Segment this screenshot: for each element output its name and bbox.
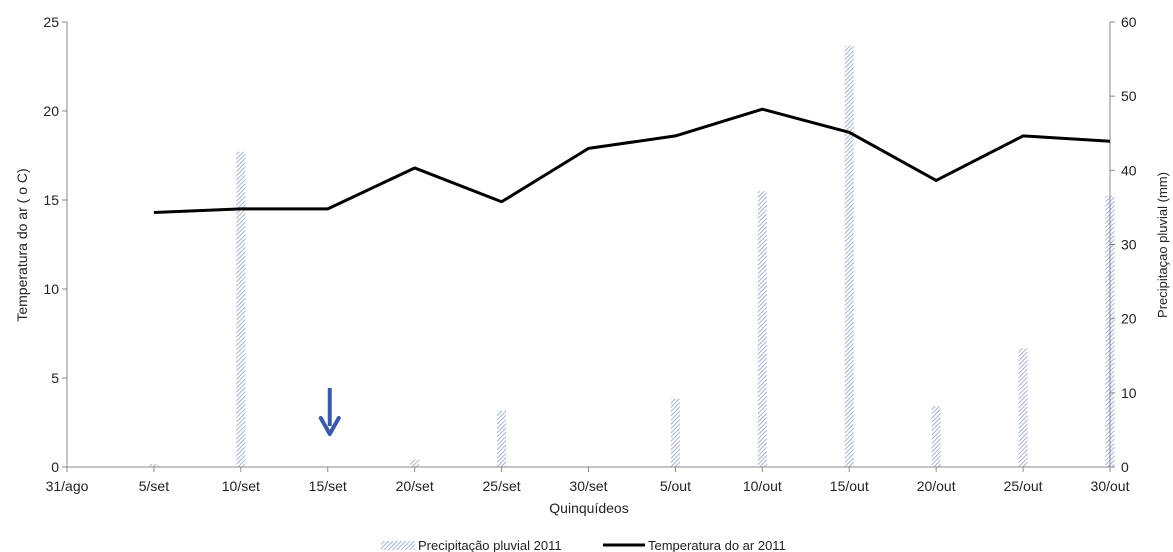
left-y-tick-label: 20 — [43, 103, 59, 119]
arrow-annotation — [318, 388, 341, 436]
legend: Precipitação pluvial 2011 Temperatura do… — [381, 538, 786, 552]
x-tick-label: 25/out — [1004, 478, 1043, 494]
x-tick-label: 15/set — [309, 478, 347, 494]
precipitation-bar — [670, 398, 680, 467]
x-tick-label: 10/set — [222, 478, 260, 494]
x-tick-label: 10/out — [743, 478, 782, 494]
left-y-tick-labels: 0 5 10 15 20 25 — [43, 14, 59, 475]
left-y-tick-label: 15 — [43, 192, 59, 208]
right-y-tick-label: 10 — [1121, 385, 1137, 401]
x-tick-label: 15/out — [830, 478, 869, 494]
left-y-tick-label: 5 — [51, 370, 59, 386]
precipitation-bar — [844, 45, 854, 467]
x-axis-title: Quinquídeos — [549, 500, 628, 516]
legend-label-temperature: Temperatura do ar 2011 — [648, 538, 786, 552]
left-y-tick-label: 25 — [43, 14, 59, 30]
right-y-axis-title: Precipitaçao pluvial (mm) — [1155, 172, 1170, 318]
precipitation-bar — [410, 459, 420, 467]
x-tick-label: 5/out — [660, 478, 691, 494]
x-tick-label: 31/ago — [46, 478, 89, 494]
precipitation-bar — [149, 464, 159, 467]
x-tick-label: 5/set — [139, 478, 169, 494]
left-y-axis-title: Temperatura do ar ( o C) — [14, 168, 30, 321]
x-tick-labels: 31/ago 5/set 10/set 15/set 20/set 25/set 30/se… — [46, 478, 1130, 494]
x-tick-label: 20/set — [396, 478, 434, 494]
x-tick-label: 25/set — [483, 478, 521, 494]
right-y-tick-label: 20 — [1121, 311, 1137, 327]
right-y-tick-label: 30 — [1121, 237, 1137, 253]
x-tick-label: 30/set — [569, 478, 607, 494]
precipitation-bar — [236, 151, 246, 467]
precipitation-bar — [931, 406, 941, 467]
right-y-tick-label: 40 — [1121, 162, 1137, 178]
right-y-tick-label: 0 — [1121, 459, 1129, 475]
precipitation-bars — [149, 45, 1115, 468]
arrow-head — [318, 416, 341, 436]
right-y-tick-label: 50 — [1121, 88, 1137, 104]
temperature-series — [153, 107, 1111, 214]
left-y-tick-label: 0 — [51, 459, 59, 475]
left-y-tick-label: 10 — [43, 281, 59, 297]
x-tick-label: 30/out — [1091, 478, 1130, 494]
right-y-tick-labels: 0 10 20 30 40 50 60 — [1121, 14, 1137, 475]
x-tick-label: 20/out — [917, 478, 956, 494]
legend-swatch-precipitation — [381, 541, 415, 550]
axes — [62, 21, 1115, 472]
right-y-tick-label: 60 — [1121, 14, 1137, 30]
legend-label-precipitation: Precipitação pluvial 2011 — [418, 538, 562, 552]
temperature-line — [153, 107, 1111, 214]
precipitation-bar — [757, 191, 767, 467]
precipitation-bar — [1018, 348, 1028, 467]
precipitation-bar — [497, 410, 507, 467]
